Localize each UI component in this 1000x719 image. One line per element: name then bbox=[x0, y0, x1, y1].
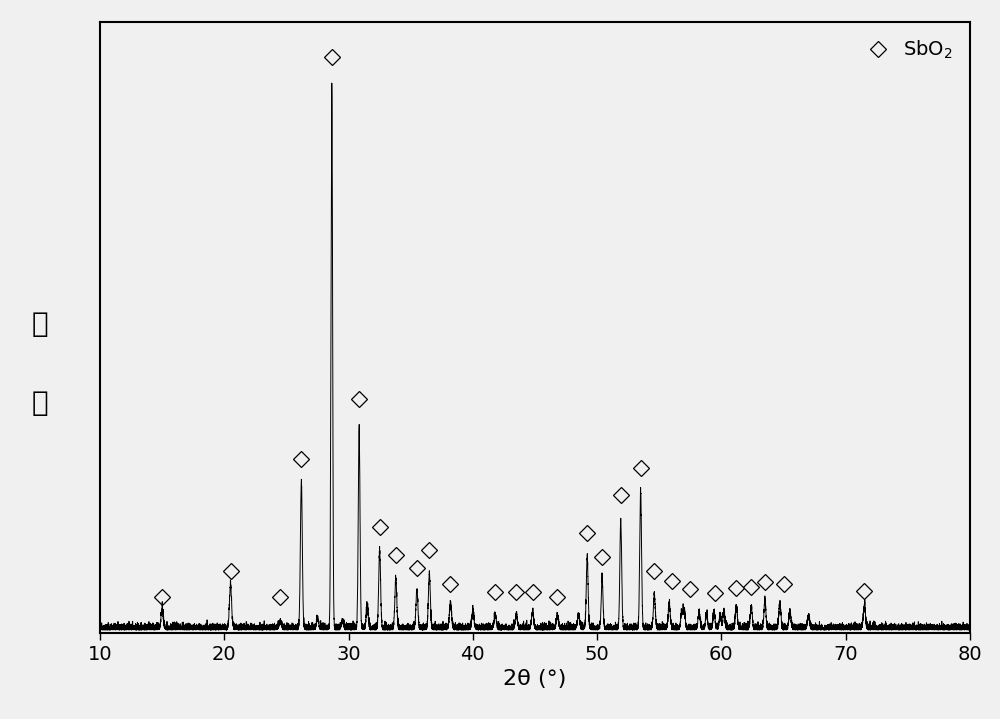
Legend: SbO$_2$: SbO$_2$ bbox=[850, 32, 960, 69]
Text: 強: 強 bbox=[32, 389, 48, 416]
X-axis label: 2θ (°): 2θ (°) bbox=[503, 669, 567, 689]
Text: 峰: 峰 bbox=[32, 310, 48, 337]
